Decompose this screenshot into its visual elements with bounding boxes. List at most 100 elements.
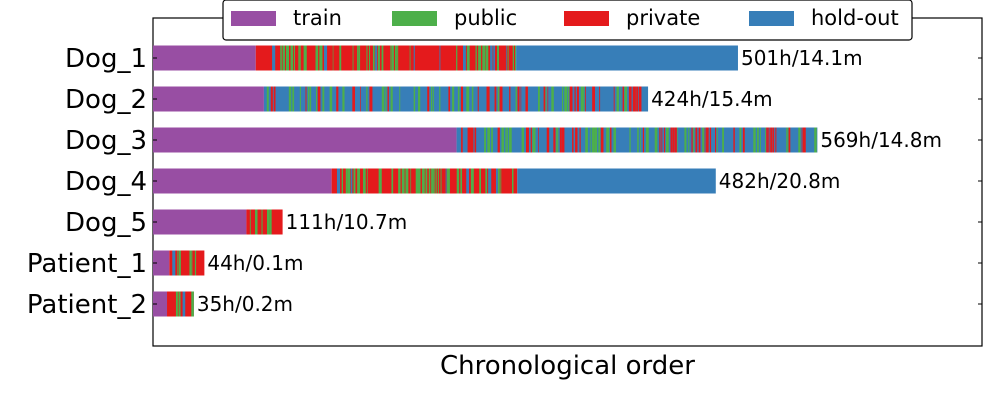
- bar-stripe: [315, 45, 319, 71]
- bar-stripe: [698, 127, 701, 153]
- bar-stripe: [280, 45, 282, 71]
- bar-segment-train: [153, 209, 247, 235]
- bar-stripe: [521, 127, 525, 153]
- bar-stripe: [629, 127, 631, 153]
- bar-stripe: [488, 168, 492, 194]
- bar-stripe: [788, 127, 791, 153]
- bar-stripe: [285, 45, 290, 71]
- bar-stripe: [366, 86, 368, 112]
- bar-stripe: [664, 127, 666, 153]
- bar-stripe: [460, 86, 464, 112]
- bar-stripe: [551, 86, 554, 112]
- bar-stripe: [475, 45, 477, 71]
- bar-stripe: [336, 168, 341, 194]
- bar-stripe: [377, 45, 380, 71]
- bar-stripe: [490, 45, 493, 71]
- bar-stripe: [613, 127, 617, 153]
- bar-stripe: [569, 86, 573, 112]
- bar-stripe: [272, 45, 276, 71]
- bar-stripe: [520, 86, 522, 112]
- bar-stripe: [422, 168, 425, 194]
- bar-stripe: [509, 86, 511, 112]
- bar-stripe: [359, 86, 361, 112]
- bar-stripe: [610, 127, 612, 153]
- bar-stripe: [432, 86, 434, 112]
- bar-stripe: [814, 127, 817, 153]
- bar-stripe: [628, 86, 632, 112]
- bar-stripe: [572, 127, 574, 153]
- bar-stripe: [398, 168, 401, 194]
- bar-stripe: [600, 127, 604, 153]
- bar-stripe: [345, 168, 348, 194]
- bar-stripe: [497, 168, 500, 194]
- y-tick-label: Dog_5: [65, 208, 147, 238]
- bar-stripe: [341, 168, 344, 194]
- bar-stripe: [772, 127, 775, 153]
- bar-Dog_3: [153, 127, 818, 153]
- bar-stripe: [532, 127, 536, 153]
- bar-stripe: [470, 168, 474, 194]
- bar-stripe: [446, 168, 450, 194]
- bar-segment-hold-out: [517, 168, 716, 194]
- bar-stripe: [303, 45, 307, 71]
- bar-stripe: [665, 127, 669, 153]
- bar-stripe: [462, 45, 466, 71]
- bar-stripe: [501, 127, 503, 153]
- bar-stripe: [616, 86, 619, 112]
- bar-stripe: [428, 168, 431, 194]
- bar-stripe: [503, 127, 504, 153]
- data-label: 424h/15.4m: [651, 87, 773, 111]
- bar-stripe: [319, 45, 323, 71]
- data-label: 44h/0.1m: [207, 251, 303, 275]
- bar-segment-train: [153, 250, 170, 276]
- legend-swatch: [749, 11, 794, 26]
- y-tick-label: Patient_2: [27, 290, 147, 320]
- bar-stripe: [546, 127, 550, 153]
- bar-stripe: [765, 127, 766, 153]
- bar-stripe: [474, 127, 477, 153]
- bar-stripe: [375, 45, 378, 71]
- bar-stripe: [405, 168, 409, 194]
- bar-stripe: [390, 45, 392, 71]
- bar-stripe: [484, 127, 486, 153]
- legend-entry-public: public: [392, 6, 517, 30]
- bar-stripe: [369, 86, 373, 112]
- bar-stripe: [430, 86, 433, 112]
- bar-stripe: [585, 127, 588, 153]
- bar-stripe: [545, 86, 547, 112]
- bar-stripe: [261, 209, 263, 235]
- bar-stripe: [440, 168, 442, 194]
- bar-stripe: [466, 86, 470, 112]
- bar-stripe: [266, 86, 269, 112]
- bar-stripe: [457, 86, 460, 112]
- bar-stripe: [390, 86, 393, 112]
- legend-swatch: [564, 11, 609, 26]
- bar-stripe: [397, 45, 399, 71]
- bar-stripe: [322, 86, 325, 112]
- bar-segment-hold-out: [516, 45, 738, 71]
- bar-stripe: [592, 86, 595, 112]
- y-tick-label: Dog_4: [65, 167, 147, 197]
- bar-Dog_4: [153, 168, 716, 194]
- bar-stripe: [802, 127, 806, 153]
- bar-stripe: [470, 127, 474, 153]
- bar-stripe: [427, 86, 430, 112]
- bar-stripe: [505, 45, 507, 71]
- bar-stripe: [175, 291, 178, 317]
- data-label: 569h/14.8m: [820, 128, 942, 152]
- bar-stripe: [290, 45, 294, 71]
- bar-stripe: [182, 291, 186, 317]
- bar-stripe: [507, 45, 509, 71]
- legend: train public private hold-out: [222, 0, 913, 41]
- bar-stripe: [401, 168, 405, 194]
- bar-stripe: [606, 127, 610, 153]
- bar-stripe: [547, 86, 549, 112]
- bar-stripe: [385, 86, 387, 112]
- bar-stripe: [479, 168, 482, 194]
- bar-stripe: [448, 86, 451, 112]
- bar-stripe: [672, 127, 675, 153]
- bar-stripe: [352, 45, 354, 71]
- legend-entry-train: train: [231, 6, 342, 30]
- bar-stripe: [445, 168, 447, 194]
